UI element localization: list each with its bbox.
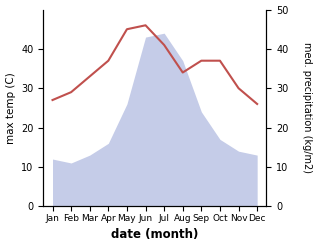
Y-axis label: max temp (C): max temp (C) bbox=[5, 72, 16, 144]
Y-axis label: med. precipitation (kg/m2): med. precipitation (kg/m2) bbox=[302, 42, 313, 173]
X-axis label: date (month): date (month) bbox=[111, 228, 198, 242]
